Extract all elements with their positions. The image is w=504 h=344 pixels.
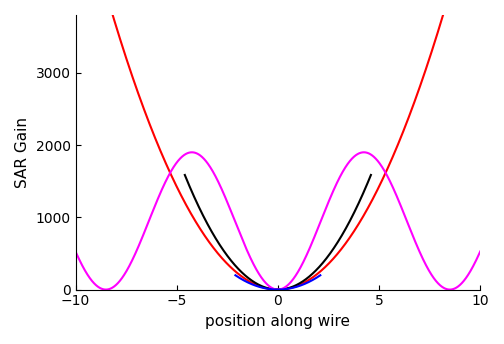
- Y-axis label: SAR Gain: SAR Gain: [15, 117, 30, 188]
- X-axis label: position along wire: position along wire: [205, 314, 350, 329]
